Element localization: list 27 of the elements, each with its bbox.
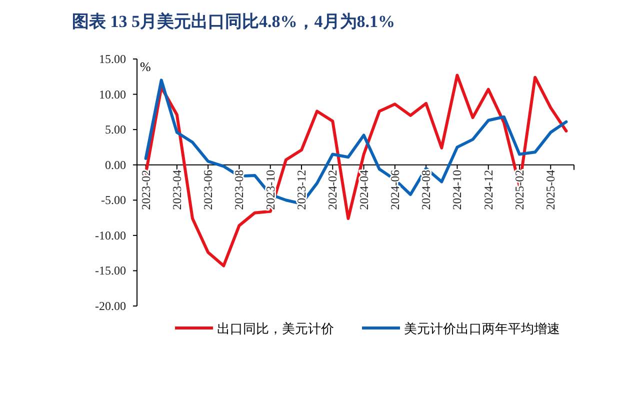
y-axis-title: % [140,59,151,74]
x-tick-label: 2023-10 [263,170,278,210]
x-tick-label: 2024-08 [419,170,434,210]
y-tick-label: -20.00 [95,299,126,313]
x-tick-label: 2024-06 [388,170,402,210]
x-tick-label: 2023-12 [294,170,308,210]
line-series [144,74,568,268]
x-tick-label: 2025-04 [544,170,558,210]
y-tick-label: -5.00 [101,193,126,208]
x-tick-label: 2024-12 [481,170,496,210]
x-tick-label: 2023-04 [170,170,184,210]
x-tick-label: 2024-10 [450,170,464,210]
chart-title: 图表 13 5月美元出口同比4.8%，4月为8.1% [72,12,395,31]
y-tick-label: 10.00 [99,87,126,102]
x-tick-label: 2023-02 [138,170,153,210]
y-tick-label: 0.00 [105,158,126,172]
x-tick-label: 2025-02 [512,170,526,210]
legend-label: 美元计价出口两年平均增速 [404,321,560,336]
x-tick-label: 2024-04 [356,170,371,210]
y-tick-label: 5.00 [105,122,126,137]
x-tick-label: 2024-02 [326,170,340,210]
legend-label: 出口同比，美元计价 [217,321,334,336]
y-tick-label: 15.00 [99,52,126,66]
y-tick-label: -15.00 [95,264,126,278]
x-tick-label: 2023-08 [232,170,246,210]
x-tick-label: 2023-06 [201,170,216,210]
y-tick-label: -10.00 [95,228,126,242]
